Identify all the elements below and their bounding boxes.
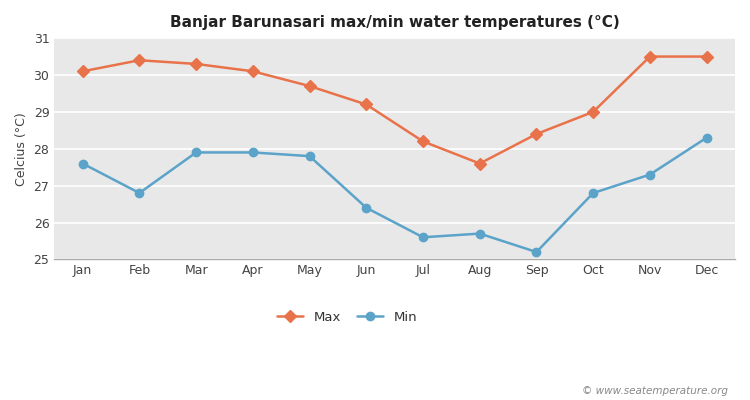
Max bbox=[305, 84, 314, 88]
Max bbox=[589, 110, 598, 114]
Line: Max: Max bbox=[79, 52, 711, 168]
Min bbox=[702, 135, 711, 140]
Min bbox=[78, 161, 87, 166]
Max bbox=[419, 139, 428, 144]
Max bbox=[476, 161, 484, 166]
Min bbox=[191, 150, 200, 155]
Max bbox=[702, 54, 711, 59]
Text: © www.seatemperature.org: © www.seatemperature.org bbox=[581, 386, 728, 396]
Min bbox=[589, 191, 598, 196]
Min bbox=[532, 250, 541, 254]
Max bbox=[191, 62, 200, 66]
Min bbox=[305, 154, 314, 158]
Line: Min: Min bbox=[79, 134, 711, 256]
Max bbox=[135, 58, 144, 63]
Min bbox=[419, 235, 428, 240]
Min bbox=[646, 172, 655, 177]
Max bbox=[78, 69, 87, 74]
Min bbox=[248, 150, 257, 155]
Min bbox=[476, 231, 484, 236]
Legend: Max, Min: Max, Min bbox=[272, 306, 423, 329]
Y-axis label: Celcius (°C): Celcius (°C) bbox=[15, 112, 28, 186]
Title: Banjar Barunasari max/min water temperatures (°C): Banjar Barunasari max/min water temperat… bbox=[170, 15, 620, 30]
Max bbox=[646, 54, 655, 59]
Min bbox=[362, 205, 370, 210]
Max bbox=[248, 69, 257, 74]
Min bbox=[135, 191, 144, 196]
Max bbox=[362, 102, 370, 107]
Max bbox=[532, 132, 541, 136]
